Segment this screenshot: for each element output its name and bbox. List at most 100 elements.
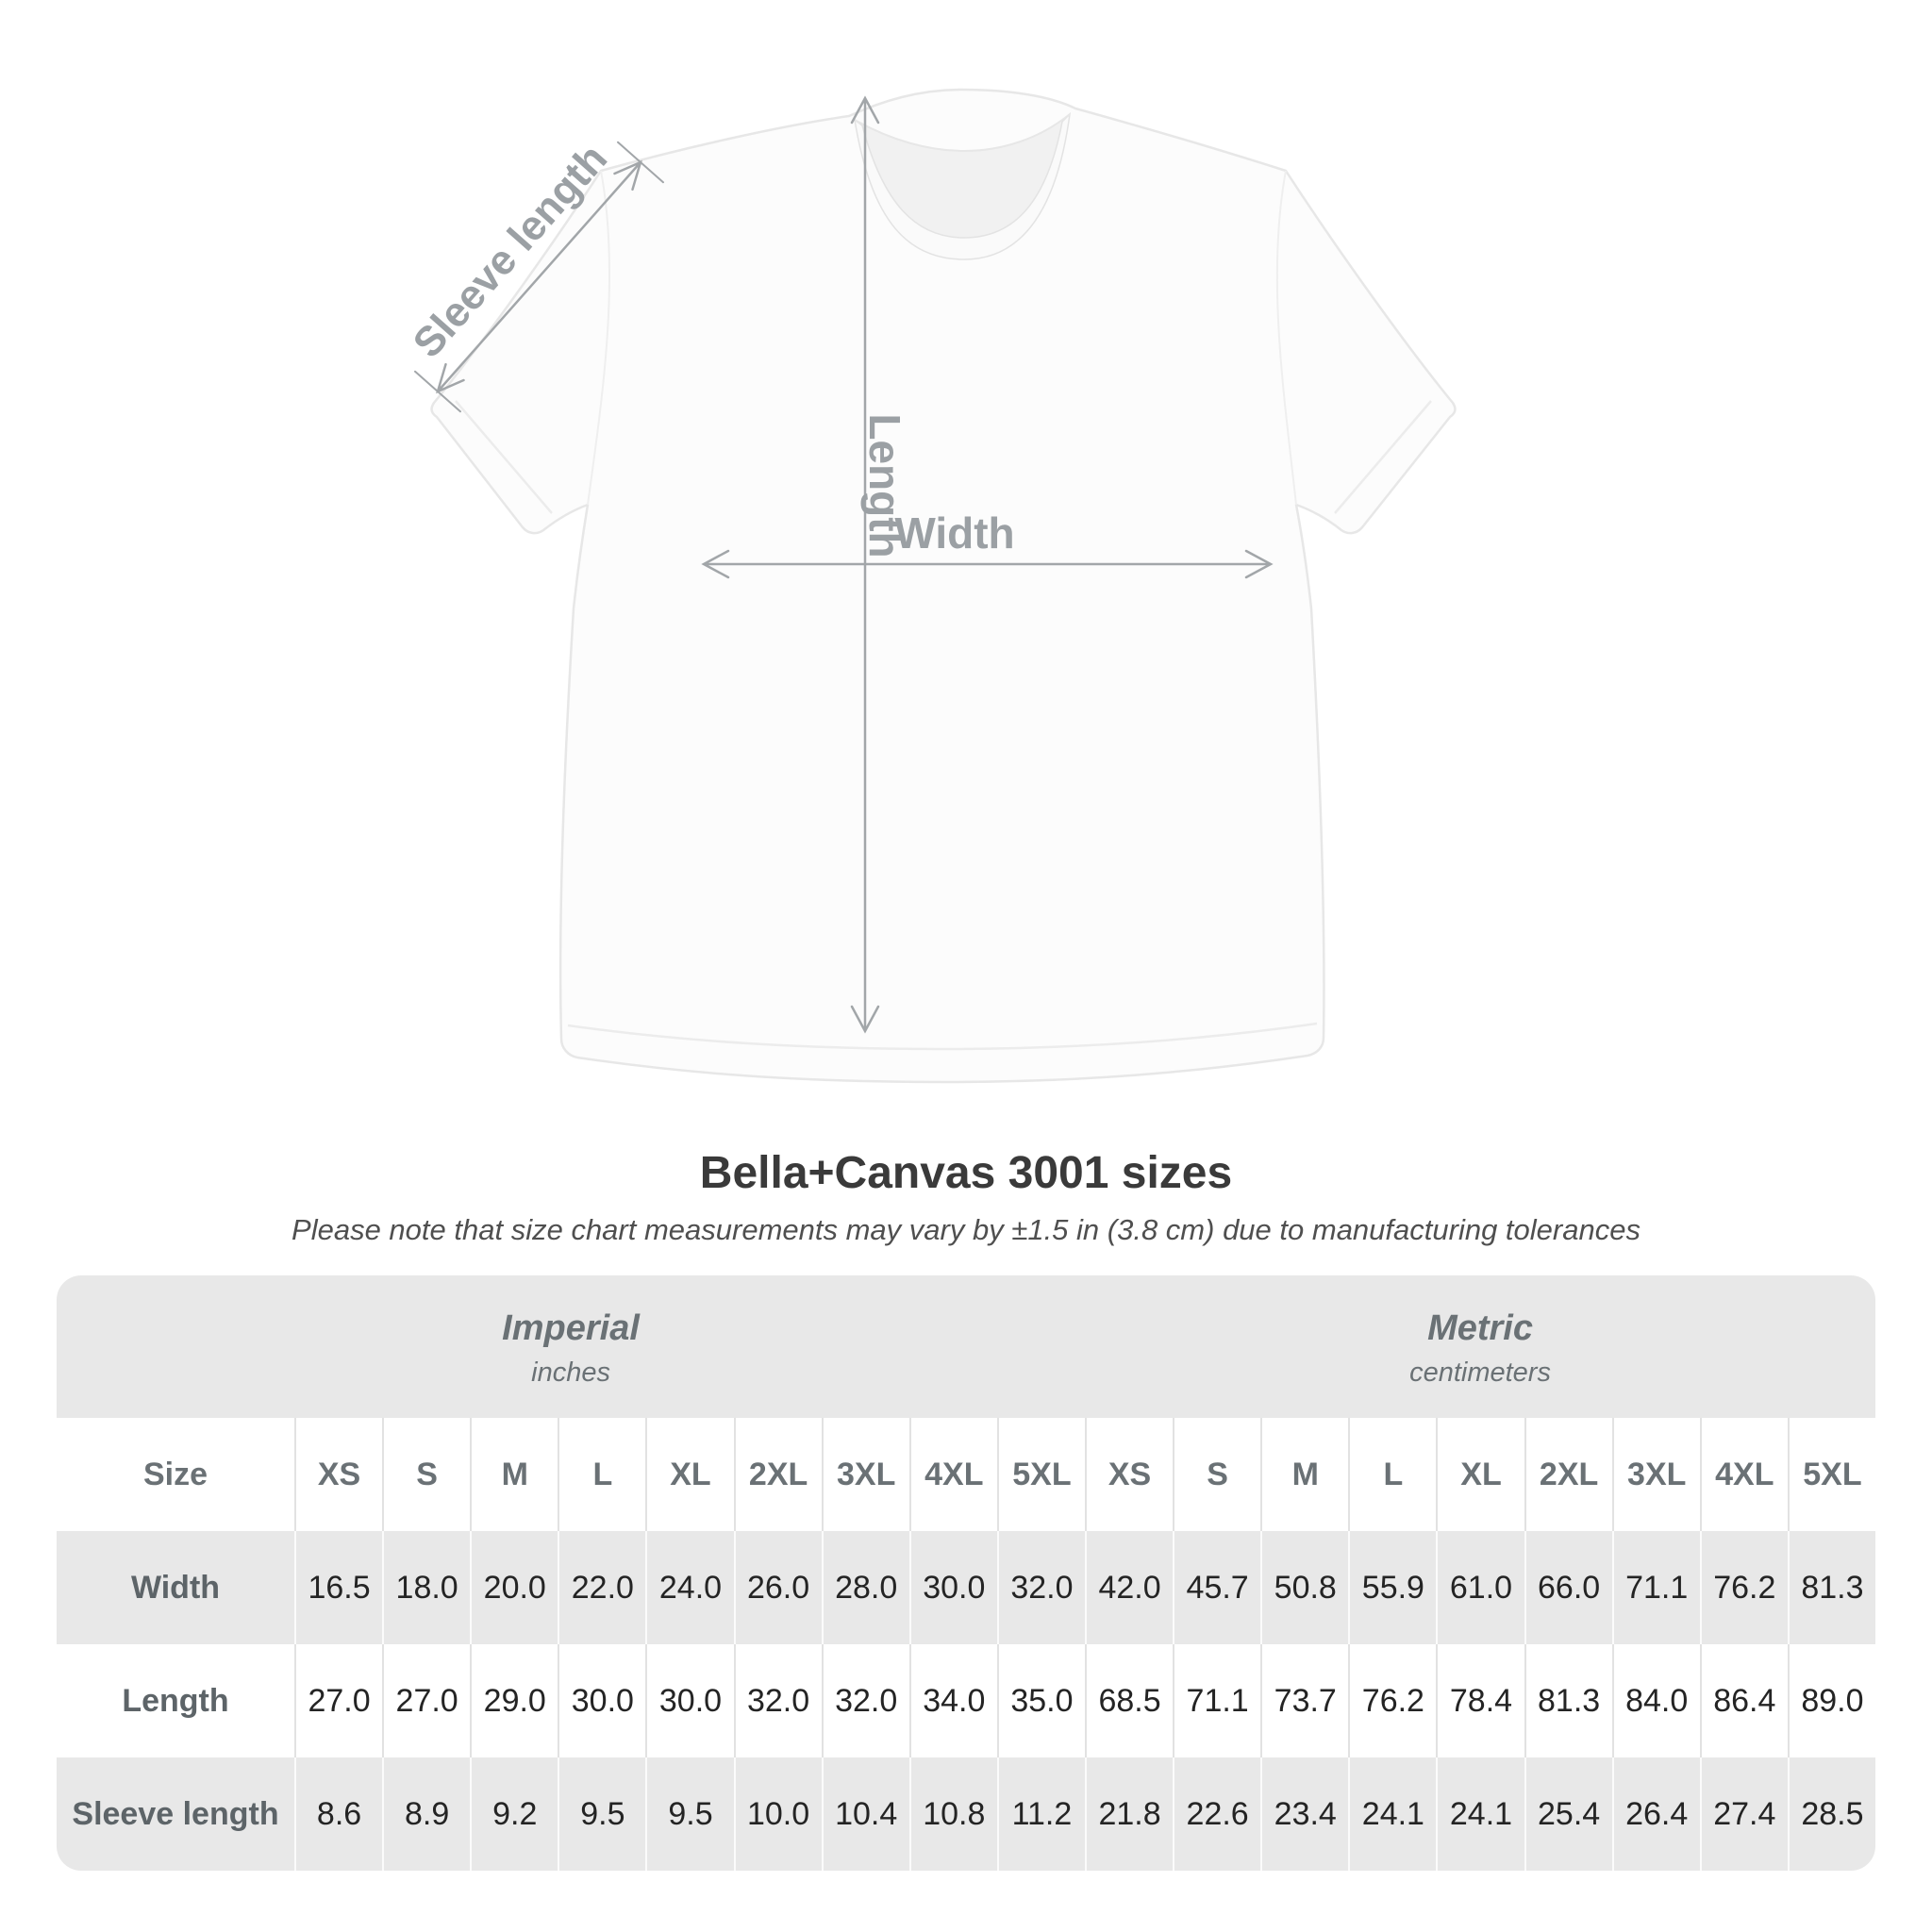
metric-value: 89.0: [1787, 1644, 1875, 1757]
metric-value: 73.7: [1260, 1644, 1348, 1757]
imperial-value: 24.0: [645, 1531, 733, 1644]
size-header-metric-3xl: 3XL: [1611, 1418, 1700, 1531]
sleeve-length-end-ticks: [414, 141, 664, 413]
metric-value: 27.4: [1699, 1757, 1788, 1871]
size-header-imperial-m: M: [470, 1418, 558, 1531]
metric-value: 42.0: [1084, 1531, 1173, 1644]
metric-value: 66.0: [1524, 1531, 1612, 1644]
metric-value: 25.4: [1524, 1757, 1612, 1871]
imperial-value: 8.6: [293, 1757, 382, 1871]
imperial-value: 26.0: [733, 1531, 822, 1644]
imperial-value: 16.5: [293, 1531, 382, 1644]
metric-value: 50.8: [1260, 1531, 1348, 1644]
size-header-imperial-3xl: 3XL: [821, 1418, 909, 1531]
metric-value: 76.2: [1348, 1644, 1436, 1757]
imperial-value: 32.0: [821, 1644, 909, 1757]
size-header-metric-2xl: 2XL: [1524, 1418, 1612, 1531]
imperial-value: 9.2: [470, 1757, 558, 1871]
metric-value: 24.1: [1436, 1757, 1524, 1871]
size-header-imperial-5xl: 5XL: [996, 1418, 1085, 1531]
imperial-value: 32.0: [996, 1531, 1085, 1644]
measurement-row-sleeve-length: Sleeve length 8.6 8.9 9.2 9.5 9.5 10.0 10.4 10.8…: [57, 1757, 1875, 1871]
size-header-metric-xs: XS: [1084, 1418, 1173, 1531]
tshirt-right-armhole-seam: [1275, 170, 1297, 506]
size-header-imperial-xs: XS: [293, 1418, 382, 1531]
imperial-group-title: Imperial: [502, 1308, 640, 1348]
row-label: Width: [130, 1569, 221, 1606]
size-header-metric-4xl: 4XL: [1699, 1418, 1788, 1531]
size-header-metric-m: M: [1260, 1418, 1348, 1531]
metric-value: 61.0: [1436, 1531, 1524, 1644]
size-header-metric-xl: XL: [1436, 1418, 1524, 1531]
imperial-value: 30.0: [908, 1531, 997, 1644]
length-label: Length: [860, 413, 909, 558]
metric-group: Metric centimeters: [1085, 1275, 1875, 1418]
imperial-value: 10.0: [733, 1757, 822, 1871]
row-label: Sleeve length: [72, 1795, 279, 1832]
imperial-value: 32.0: [733, 1644, 822, 1757]
tshirt-body: [430, 88, 1457, 1084]
imperial-value: 10.8: [908, 1757, 997, 1871]
imperial-value: 35.0: [996, 1644, 1085, 1757]
metric-value: 24.1: [1348, 1757, 1436, 1871]
unit-group-header: Imperial inches Metric centimeters: [57, 1275, 1875, 1418]
imperial-group-unit: inches: [531, 1357, 610, 1388]
page-title: Bella+Canvas 3001 sizes: [699, 1148, 1233, 1198]
imperial-value: 9.5: [558, 1757, 645, 1871]
metric-value: 84.0: [1611, 1644, 1700, 1757]
metric-value: 68.5: [1084, 1644, 1173, 1757]
imperial-value: 11.2: [996, 1757, 1085, 1871]
metric-value: 26.4: [1611, 1757, 1700, 1871]
metric-value: 22.6: [1173, 1757, 1260, 1871]
metric-value: 76.2: [1699, 1531, 1788, 1644]
imperial-value: 29.0: [470, 1644, 558, 1757]
imperial-value: 10.4: [821, 1757, 909, 1871]
imperial-value: 8.9: [382, 1757, 470, 1871]
imperial-value: 27.0: [293, 1644, 382, 1757]
imperial-value: 28.0: [821, 1531, 909, 1644]
size-header-imperial-4xl: 4XL: [908, 1418, 997, 1531]
metric-group-title: Metric: [1427, 1308, 1533, 1348]
metric-value: 28.5: [1787, 1757, 1875, 1871]
metric-value: 23.4: [1260, 1757, 1348, 1871]
size-header-imperial-xl: XL: [645, 1418, 733, 1531]
row-label: Length: [122, 1682, 229, 1719]
size-header-metric-5xl: 5XL: [1787, 1418, 1875, 1531]
metric-value: 71.1: [1173, 1644, 1260, 1757]
imperial-group: Imperial inches: [57, 1275, 1085, 1418]
tshirt-left-sleeve-hem: [455, 400, 553, 514]
tshirt-left-armhole-seam: [587, 170, 611, 506]
metric-group-unit: centimeters: [1409, 1357, 1551, 1388]
size-header-imperial-2xl: 2XL: [733, 1418, 822, 1531]
size-table: Imperial inches Metric centimeters Size X…: [57, 1275, 1875, 1871]
imperial-value: 27.0: [382, 1644, 470, 1757]
size-header-imperial-s: S: [382, 1418, 470, 1531]
imperial-value: 20.0: [470, 1531, 558, 1644]
imperial-value: 9.5: [645, 1757, 733, 1871]
imperial-value: 18.0: [382, 1531, 470, 1644]
metric-value: 81.3: [1787, 1531, 1875, 1644]
metric-value: 21.8: [1084, 1757, 1173, 1871]
size-header-metric-l: L: [1348, 1418, 1436, 1531]
imperial-value: 30.0: [645, 1644, 733, 1757]
imperial-value: 34.0: [908, 1644, 997, 1757]
tshirt-bottom-hem: [567, 1022, 1318, 1051]
imperial-value: 30.0: [558, 1644, 645, 1757]
width-arrow: [701, 549, 1274, 579]
size-grid: Size XS S M L XL 2XL 3XL 4XL 5XL XS S M L XL 2XL 3XL 4XL 5…: [57, 1418, 1875, 1871]
metric-value: 81.3: [1524, 1644, 1612, 1757]
tshirt-right-sleeve-hem: [1334, 400, 1432, 514]
tshirt-back-collar-seam: [854, 113, 1071, 153]
measurement-row-length: Length 27.0 27.0 29.0 30.0 30.0 32.0 32.0 34.0 35…: [57, 1644, 1875, 1757]
metric-value: 78.4: [1436, 1644, 1524, 1757]
metric-value: 71.1: [1611, 1531, 1700, 1644]
size-header-imperial-l: L: [558, 1418, 645, 1531]
measurement-row-width: Width 16.5 18.0 20.0 22.0 24.0 26.0 28.0 30.0 32.…: [57, 1531, 1875, 1644]
size-header-metric-s: S: [1173, 1418, 1260, 1531]
tshirt-diagram: Sleeve length Length Width: [406, 88, 1457, 1084]
metric-value: 86.4: [1699, 1644, 1788, 1757]
metric-value: 55.9: [1348, 1531, 1436, 1644]
size-header-row: Size XS S M L XL 2XL 3XL 4XL 5XL XS S M L XL 2XL 3XL 4XL 5…: [57, 1418, 1875, 1531]
imperial-value: 22.0: [558, 1531, 645, 1644]
size-column-header: Size: [142, 1456, 208, 1492]
